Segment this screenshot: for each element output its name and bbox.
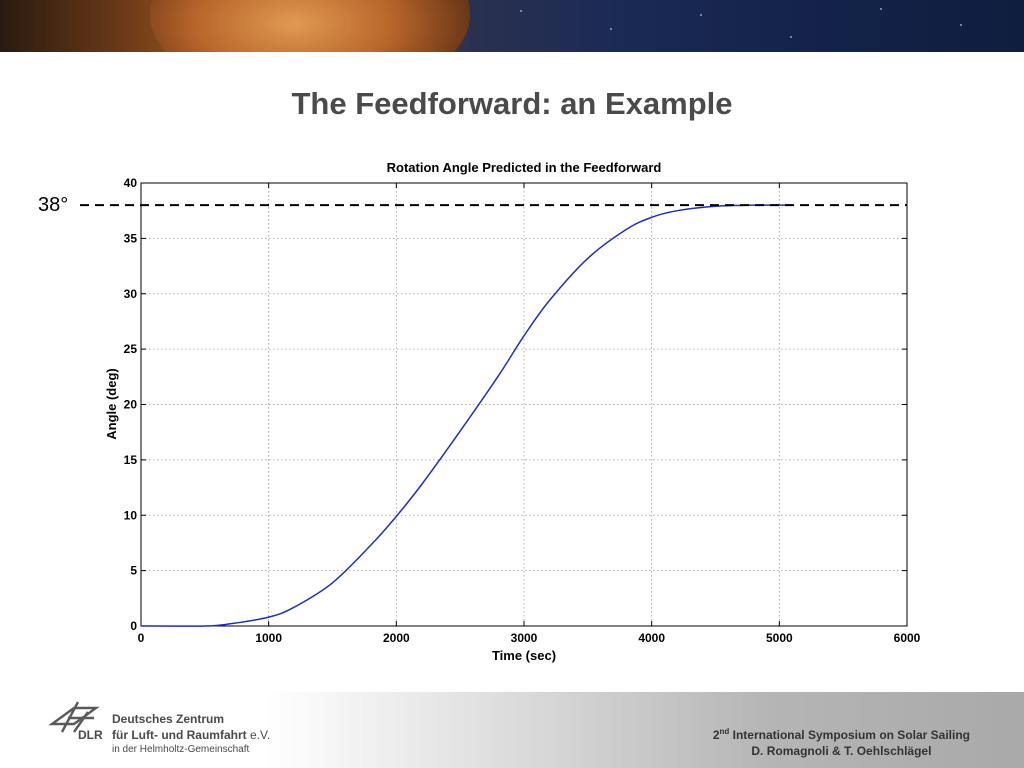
symposium-authors: D. Romagnoli & T. Oehlschlägel — [751, 744, 932, 758]
org-line3: in der Helmholtz-Gemeinschaft — [112, 744, 250, 755]
x-tick-label: 0 — [138, 631, 145, 645]
org-line2-suffix: e.V. — [250, 728, 271, 742]
planet-image — [150, 0, 470, 52]
reference-label: 38° — [38, 194, 68, 216]
y-tick-label: 15 — [124, 453, 138, 467]
y-axis-label: Angle (deg) — [104, 368, 119, 440]
slide-title: The Feedforward: an Example — [291, 86, 733, 121]
y-tick-label: 20 — [124, 398, 138, 412]
symposium-name: 2nd International Symposium on Solar Sai… — [713, 724, 970, 743]
y-tick-label: 30 — [124, 287, 138, 301]
chart: 0 1000 2000 3000 4000 5000 6000 0 5 10 15 20 25 30 35 4… — [38, 160, 921, 663]
series-layer — [140, 204, 793, 627]
top-banner — [0, 0, 1024, 52]
y-tick-label: 40 — [124, 176, 138, 190]
y-tick-label: 25 — [124, 342, 138, 356]
chart-title: Rotation Angle Predicted in the Feedforw… — [387, 160, 662, 175]
symposium-rest: International Symposium on Solar Sailing — [732, 728, 970, 742]
y-tick-label: 0 — [130, 619, 137, 633]
org-line2-main: für Luft- und Raumfahrt — [112, 728, 247, 742]
y-tick-label: 10 — [124, 508, 138, 522]
dlr-logo-icon — [48, 701, 100, 733]
x-tick-label: 4000 — [638, 631, 665, 645]
x-tick-label: 1000 — [255, 631, 282, 645]
footer: DLR Deutsches Zentrum für Luft- und Raum… — [0, 692, 1024, 768]
x-tick-label: 2000 — [383, 631, 410, 645]
y-tick-label: 5 — [130, 564, 137, 578]
x-tick-label: 5000 — [766, 631, 793, 645]
x-axis-label: Time (sec) — [492, 648, 556, 663]
tick-layer: 0 1000 2000 3000 4000 5000 6000 0 5 10 15 20 25 30 35 4… — [124, 176, 921, 645]
x-tick-label: 3000 — [511, 631, 538, 645]
symposium-ordinal: 2 — [712, 728, 720, 742]
y-tick-label: 35 — [124, 231, 138, 245]
x-tick-label: 6000 — [894, 631, 921, 645]
symposium-superscript: nd — [719, 727, 730, 736]
org-line2: für Luft- und Raumfahrt e.V. — [112, 728, 270, 742]
grid-layer — [141, 183, 907, 626]
dlr-abbr: DLR — [78, 728, 103, 742]
series-line — [140, 204, 793, 627]
symposium-info: 2nd International Symposium on Solar Sai… — [713, 724, 970, 759]
org-line1: Deutsches Zentrum — [112, 712, 225, 726]
